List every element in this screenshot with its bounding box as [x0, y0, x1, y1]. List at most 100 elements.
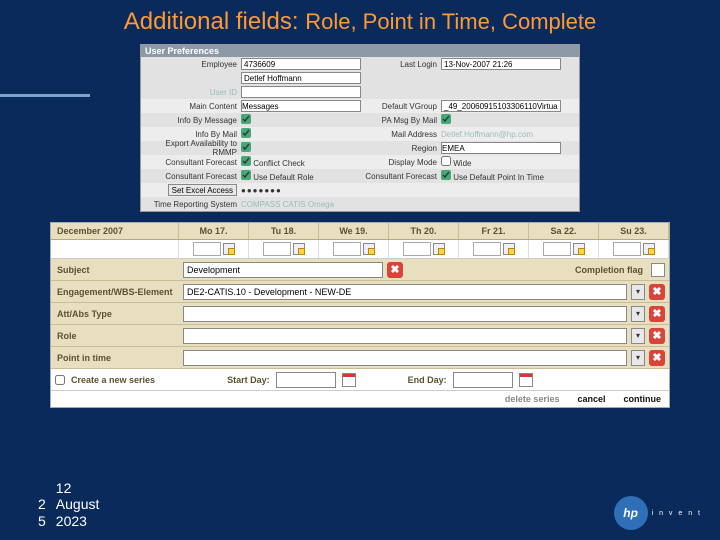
info-by-message-checkbox[interactable] [241, 114, 251, 124]
engagement-select[interactable] [183, 284, 627, 300]
point-in-time-select[interactable] [183, 350, 627, 366]
hours-input[interactable] [543, 242, 571, 256]
region-select[interactable] [441, 142, 561, 154]
slide-date: 12 August 2023 [56, 480, 100, 530]
default-vgroup-input[interactable] [441, 100, 561, 112]
start-day-input[interactable] [276, 372, 336, 388]
day-header: Fr 21. [459, 223, 529, 239]
clear-pit-button[interactable]: ✖ [649, 350, 665, 366]
day-header: Su 23. [599, 223, 669, 239]
create-series-checkbox[interactable] [55, 375, 65, 385]
att-abs-select[interactable] [183, 306, 627, 322]
hours-input[interactable] [473, 242, 501, 256]
display-mode-value: Wide [453, 159, 471, 168]
pa-msg-label: PA Msg By Mail [361, 116, 441, 125]
hours-input[interactable] [263, 242, 291, 256]
chevron-down-icon[interactable]: ▾ [631, 350, 645, 366]
user-id-input[interactable] [241, 86, 361, 98]
role-select[interactable] [183, 328, 627, 344]
day-header: We 19. [319, 223, 389, 239]
clear-subject-button[interactable]: ✖ [387, 262, 403, 278]
chevron-down-icon[interactable]: ▾ [631, 306, 645, 322]
day-header: Sa 22. [529, 223, 599, 239]
start-day-label: Start Day: [227, 375, 270, 385]
end-day-input[interactable] [453, 372, 513, 388]
engagement-label: Engagement/WBS-Element [51, 287, 179, 297]
hours-input[interactable] [403, 242, 431, 256]
create-series-label: Create a new series [71, 375, 155, 385]
use-default-role-label: Use Default Role [253, 173, 313, 182]
export-rmmp-label: Export Availability to RMMP [141, 139, 241, 157]
att-abs-row: Att/Abs Type ▾ ✖ [51, 303, 669, 325]
default-vgroup-label: Default VGroup [361, 102, 441, 111]
day-header: Tu 18. [249, 223, 319, 239]
copy-icon[interactable] [363, 243, 375, 255]
mail-address-value: Detlef.Hoffmann@hp.com [441, 130, 533, 139]
last-login-input [441, 58, 561, 70]
pa-msg-checkbox[interactable] [441, 114, 451, 124]
point-in-time-row: Point in time ▾ ✖ [51, 347, 669, 369]
employee-label: Employee [141, 60, 241, 69]
consultant-forecast2-label: Consultant Forecast [141, 172, 241, 181]
copy-icon[interactable] [223, 243, 235, 255]
copy-icon[interactable] [433, 243, 445, 255]
excel-password-dots: ●●●●●●● [241, 186, 282, 195]
time-reporting-options[interactable]: COMPASS CATIS Omega [241, 200, 579, 209]
engagement-row: Engagement/WBS-Element ▾ ✖ [51, 281, 669, 303]
hours-input[interactable] [333, 242, 361, 256]
time-reporting-system-label: Time Reporting System [141, 200, 241, 209]
use-default-pit-label: Use Default Point In Time [453, 173, 544, 182]
info-by-message-label: Info By Message [141, 116, 241, 125]
employee-name-input[interactable] [241, 72, 361, 84]
chevron-down-icon[interactable]: ▾ [631, 284, 645, 300]
clear-engagement-button[interactable]: ✖ [649, 284, 665, 300]
completion-flag-checkbox[interactable] [651, 263, 665, 277]
region-label: Region [361, 144, 441, 153]
slide-number: 25 [38, 496, 46, 530]
display-mode-checkbox[interactable] [441, 156, 451, 166]
export-rmmp-checkbox[interactable] [241, 142, 251, 152]
main-content-select[interactable] [241, 100, 361, 112]
main-content-label: Main Content [141, 102, 241, 111]
completion-flag-label: Completion flag [571, 265, 647, 275]
last-login-label: Last Login [361, 60, 441, 69]
consultant-forecast-label: Consultant Forecast [141, 158, 241, 167]
copy-icon[interactable] [293, 243, 305, 255]
slide-title: Additional fields: Role, Point in Time, … [0, 0, 720, 42]
calendar-icon[interactable] [342, 373, 356, 387]
month-header: December 2007 [51, 223, 179, 239]
employee-id-input[interactable] [241, 58, 361, 70]
calendar-icon[interactable] [519, 373, 533, 387]
clear-role-button[interactable]: ✖ [649, 328, 665, 344]
end-day-label: End Day: [408, 375, 447, 385]
use-default-pit-checkbox[interactable] [441, 170, 451, 180]
user-preferences-panel: User Preferences Employee Last Login Use… [140, 44, 580, 212]
point-in-time-label: Point in time [51, 353, 179, 363]
title-main: Additional fields: [124, 8, 299, 35]
chevron-down-icon[interactable]: ▾ [631, 328, 645, 344]
subject-label: Subject [51, 265, 179, 275]
subject-input[interactable] [183, 262, 383, 278]
hours-input[interactable] [193, 242, 221, 256]
info-by-mail-checkbox[interactable] [241, 128, 251, 138]
copy-icon[interactable] [503, 243, 515, 255]
day-header: Th 20. [389, 223, 459, 239]
role-label: Role [51, 331, 179, 341]
hp-invent-text: i n v e n t [652, 510, 702, 517]
copy-icon[interactable] [573, 243, 585, 255]
continue-link[interactable]: continue [624, 394, 662, 404]
copy-icon[interactable] [643, 243, 655, 255]
delete-series-link[interactable]: delete series [505, 394, 560, 404]
prefs-title: User Preferences [141, 45, 579, 57]
use-default-role-checkbox[interactable] [241, 170, 251, 180]
conflict-check-checkbox[interactable] [241, 156, 251, 166]
set-excel-access-button[interactable]: Set Excel Access [168, 184, 237, 196]
hours-input[interactable] [613, 242, 641, 256]
clear-att-abs-button[interactable]: ✖ [649, 306, 665, 322]
action-row: delete series cancel continue [51, 391, 669, 407]
consultant-forecast3-label: Consultant Forecast [361, 172, 441, 181]
att-abs-label: Att/Abs Type [51, 309, 179, 319]
cancel-link[interactable]: cancel [577, 394, 605, 404]
conflict-check-label: Conflict Check [253, 159, 305, 168]
day-header: Mo 17. [179, 223, 249, 239]
